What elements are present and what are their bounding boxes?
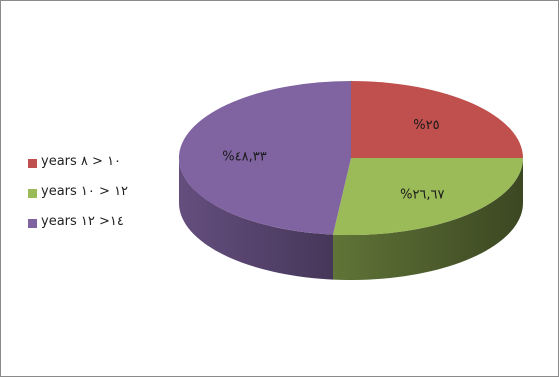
pie-slice-side (332, 158, 523, 280)
slice-data-label: %٤٨,٣٣ (222, 150, 266, 165)
legend-swatch (28, 189, 37, 198)
slice-data-label: %٢٥ (413, 118, 439, 133)
pie-slice-side (179, 158, 333, 280)
legend-label: years ١٢ < ١٠ (41, 184, 129, 199)
legend-label: years ١٤< ١٢ (41, 214, 124, 229)
legend-label: years ١٠ < ٨ (41, 154, 122, 169)
pie-slice (351, 81, 523, 158)
pie-slice (178, 81, 351, 235)
legend-swatch (28, 159, 37, 168)
legend-swatch (28, 219, 37, 228)
pie-slice (332, 158, 523, 236)
slice-data-label: %٢٦,٦٧ (400, 188, 444, 203)
